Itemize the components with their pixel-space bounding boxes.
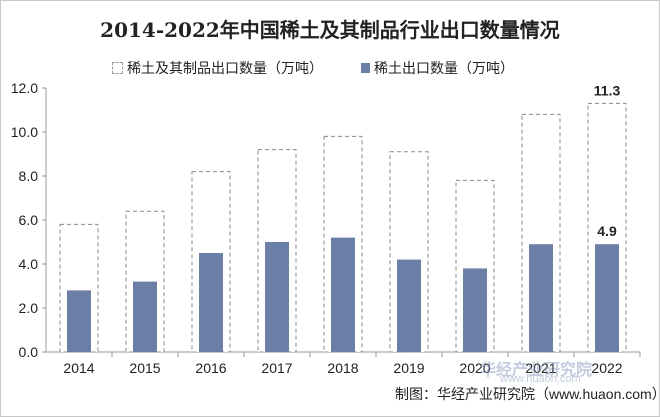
data-label-total-2022: 11.3 [594, 82, 621, 98]
x-tick-label: 2015 [129, 360, 160, 376]
y-tick-label: 12.0 [11, 80, 38, 96]
x-tick-label: 2021 [525, 360, 556, 376]
y-tick-label: 8.0 [19, 168, 39, 184]
y-tick-label: 10.0 [11, 124, 38, 140]
legend-item-rare-earth: 稀土出口数量（万吨） [361, 58, 514, 78]
bar-rare-earth [199, 253, 223, 352]
chart-title: 2014-2022年中国稀土及其制品行业出口数量情况 [100, 18, 560, 42]
bar-rare-earth [529, 244, 553, 352]
y-tick-label: 2.0 [19, 300, 39, 316]
legend-label-rare-earth: 稀土出口数量（万吨） [374, 60, 514, 76]
legend-swatch-total [112, 62, 123, 74]
legend-label-total: 稀土及其制品出口数量（万吨） [127, 60, 323, 76]
x-tick-label: 2018 [327, 360, 358, 376]
legend-swatch-rare-earth [361, 63, 370, 73]
watermark-url: www.huaon.com [500, 373, 581, 385]
bar-rare-earth [133, 281, 157, 352]
watermark-logo-text: 华经产业研究院 [480, 362, 593, 379]
bar-rare-earth [463, 268, 487, 352]
x-tick-label: 2020 [459, 360, 490, 376]
bar-rare-earth [265, 242, 289, 352]
legend-item-total: 稀土及其制品出口数量（万吨） [112, 58, 323, 78]
x-tick-label: 2014 [63, 360, 94, 376]
x-tick-label: 2016 [195, 360, 226, 376]
bar-rare-earth [67, 290, 91, 352]
y-tick-label: 4.0 [19, 256, 39, 272]
data-label-rare-earth-2022: 4.9 [597, 223, 617, 239]
x-tick-label: 2019 [393, 360, 424, 376]
legend: 稀土及其制品出口数量（万吨） 稀土出口数量（万吨） [112, 58, 552, 78]
y-tick-label: 0.0 [19, 344, 39, 360]
bar-rare-earth [595, 244, 619, 352]
source-footer: 制图：华经产业研究院（www.huaon.com） [395, 386, 660, 402]
x-tick-label: 2022 [591, 360, 622, 376]
bar-rare-earth [397, 259, 421, 352]
bar-rare-earth [331, 237, 355, 352]
y-tick-label: 6.0 [19, 212, 39, 228]
x-tick-label: 2017 [261, 360, 292, 376]
